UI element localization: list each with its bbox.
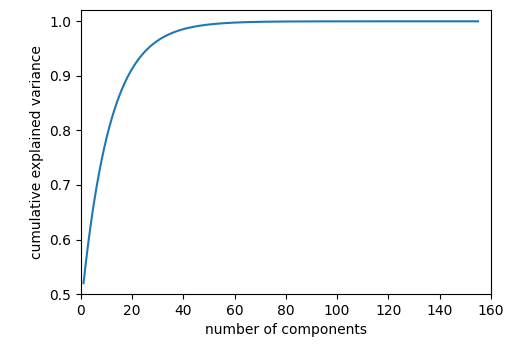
Y-axis label: cumulative explained variance: cumulative explained variance <box>30 45 43 259</box>
X-axis label: number of components: number of components <box>205 324 366 337</box>
